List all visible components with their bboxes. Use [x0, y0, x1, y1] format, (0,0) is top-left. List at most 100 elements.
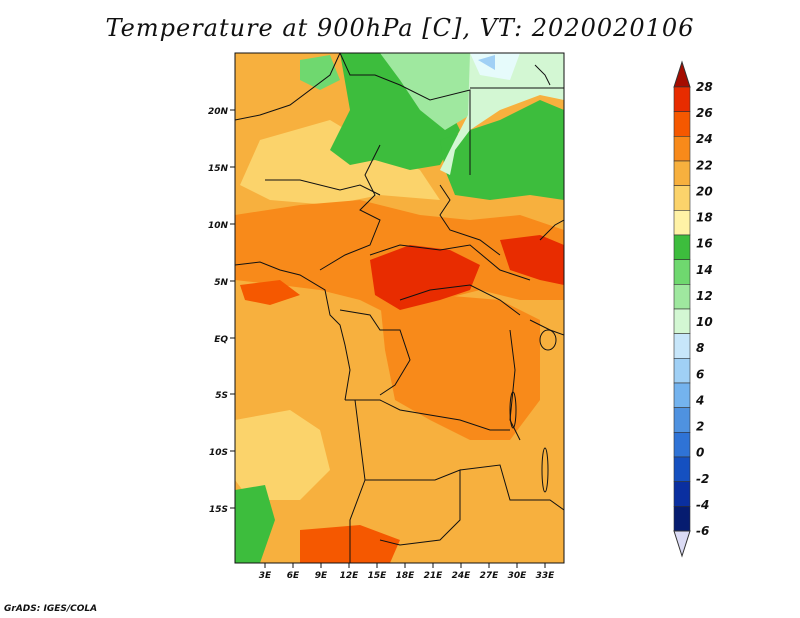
- colorbar-top-triangle: [673, 60, 691, 88]
- colorbar-box: [673, 308, 691, 334]
- field-hot-central: [370, 245, 480, 310]
- colorbar-box: [673, 456, 691, 482]
- colorbar-label: 0: [696, 446, 704, 460]
- colorbar-label: 14: [696, 263, 713, 277]
- lat-tick-15s: 15S: [209, 505, 235, 515]
- colorbar-box: [673, 259, 691, 285]
- lon-tick-15e: 15E: [368, 563, 388, 581]
- lon-label: 27E: [480, 571, 500, 581]
- border-drc-east: [509, 329, 521, 441]
- lon-tick-30e: 30E: [508, 563, 528, 581]
- border-niger-nigeria: [265, 179, 381, 196]
- colorbar-box: [673, 284, 691, 310]
- border-car: [369, 244, 531, 281]
- lat-label: 5S: [215, 391, 228, 401]
- lake-victoria: [539, 329, 557, 351]
- lon-label: 9E: [315, 571, 328, 581]
- colorbar-box: [673, 382, 691, 408]
- lakes: [509, 329, 557, 493]
- lat-tick-10n: 10N: [208, 221, 235, 231]
- colorbar-label: 8: [696, 341, 704, 355]
- colorbar-label: 22: [696, 158, 713, 172]
- map-frame: [234, 52, 565, 564]
- lon-tick-18e: 18E: [396, 563, 416, 581]
- border-congo: [339, 309, 411, 396]
- field-southwest-green: [235, 485, 275, 563]
- colorbar-box: [673, 333, 691, 359]
- lon-tick-27e: 27E: [480, 563, 500, 581]
- lon-label: 15E: [368, 571, 388, 581]
- lon-tick-21e: 21E: [424, 563, 443, 581]
- lat-label: 15S: [209, 505, 228, 515]
- colorbar-label: 24: [696, 132, 713, 146]
- colorbar-box: [673, 358, 691, 384]
- lon-tick-3e: 3E: [259, 563, 272, 581]
- colorbar-box: [673, 210, 691, 236]
- colorbar-box: [673, 160, 691, 186]
- field-congo-orange: [380, 295, 540, 440]
- colorbar-box: [673, 432, 691, 458]
- colorbar-bottom-triangle: [673, 530, 691, 558]
- colorbar-box: [673, 481, 691, 507]
- border-chad-sudan: [439, 184, 501, 256]
- field-hot-west: [240, 280, 300, 305]
- colorbar-label: 12: [696, 289, 713, 303]
- colorbar-label: 28: [696, 80, 713, 94]
- field-southwest-yellow: [235, 410, 330, 500]
- borders: [235, 53, 564, 563]
- colorbar-box: [673, 111, 691, 137]
- lat-label: 5N: [214, 278, 228, 288]
- colorbar-box: [673, 86, 691, 112]
- lat-axis: 20N 15N 10N 5N EQ 5S 10S 15S: [208, 107, 235, 515]
- colorbar-label: 16: [696, 237, 713, 251]
- colorbar-box: [673, 506, 691, 532]
- temperature-field: [235, 53, 564, 563]
- lat-label: 10S: [209, 448, 228, 458]
- lon-label: 33E: [536, 571, 556, 581]
- lat-label: EQ: [214, 335, 228, 345]
- colorbar-box: [673, 234, 691, 260]
- lat-tick-10s: 10S: [209, 448, 235, 458]
- lat-label: 20N: [208, 107, 229, 117]
- colorbar-label: 2: [696, 420, 704, 434]
- grads-credit: GrADS: IGES/COLA: [4, 604, 98, 614]
- colorbar-label: -4: [696, 498, 709, 512]
- lon-label: 3E: [259, 571, 272, 581]
- field-sahel-yellow: [240, 120, 440, 205]
- lat-tick-15n: 15N: [208, 164, 235, 174]
- coast-gulf-guinea: [235, 261, 351, 401]
- colorbar-label: -6: [696, 524, 709, 538]
- lon-tick-6e: 6E: [287, 563, 300, 581]
- field-lightgreen-north: [380, 53, 470, 130]
- lat-tick-eq: EQ: [214, 335, 235, 345]
- lat-label: 15N: [208, 164, 229, 174]
- field-cyan-ne: [440, 53, 564, 175]
- colorbar-label: 20: [696, 184, 713, 198]
- colorbar-box: [673, 185, 691, 211]
- lon-label: 18E: [396, 571, 416, 581]
- lat-label: 10N: [208, 221, 229, 231]
- lon-label: 24E: [452, 571, 472, 581]
- lon-tick-9e: 9E: [315, 563, 328, 581]
- lon-label: 6E: [287, 571, 300, 581]
- lon-axis: 3E 6E 9E 12E 15E 18E 21E 24E 27E 30E 33E: [259, 563, 555, 581]
- field-green-ne: [440, 100, 564, 200]
- border-libya-egypt: [339, 53, 471, 175]
- colorbar-label: 18: [696, 211, 713, 225]
- lon-tick-24e: 24E: [452, 563, 472, 581]
- border-ethiopia: [539, 219, 564, 241]
- colorbar-label: 6: [696, 367, 704, 381]
- lon-tick-33e: 33E: [536, 563, 556, 581]
- border-car-drc: [399, 284, 521, 316]
- lake-malawi: [541, 447, 549, 493]
- lon-label: 30E: [508, 571, 528, 581]
- colorbar-label: 10: [696, 315, 713, 329]
- field-green-nw: [300, 55, 340, 90]
- colorbar-box: [673, 407, 691, 433]
- colorbar-label: -2: [696, 472, 709, 486]
- border-angola-zambia: [365, 469, 461, 546]
- colorbar-label: 4: [695, 393, 704, 407]
- lon-tick-12e: 12E: [340, 563, 359, 581]
